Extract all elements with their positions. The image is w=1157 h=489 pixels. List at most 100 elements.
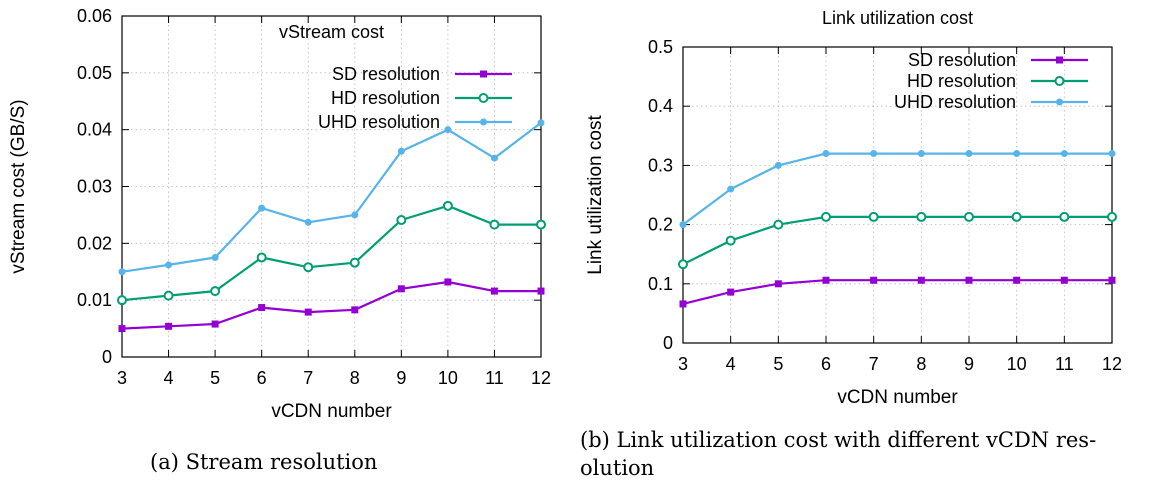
- y-tick-label: 0.04: [77, 120, 112, 140]
- series-line: [121, 204, 541, 302]
- data-point: [1108, 276, 1116, 284]
- data-point: [678, 259, 688, 270]
- data-point: [1059, 211, 1070, 222]
- data-point: [537, 119, 545, 127]
- data-point: [870, 150, 878, 158]
- data-point: [258, 204, 266, 212]
- data-point: [822, 276, 830, 284]
- x-tick-label: 7: [303, 368, 313, 388]
- data-point: [163, 290, 174, 301]
- data-point: [536, 219, 546, 230]
- data-point: [303, 262, 314, 273]
- data-point: [258, 304, 266, 312]
- x-tick-label: 10: [438, 368, 458, 388]
- data-point: [210, 286, 221, 297]
- data-point: [1054, 76, 1065, 86]
- data-point: [916, 211, 927, 222]
- data-point: [773, 219, 784, 230]
- data-point: [1013, 150, 1021, 158]
- data-point: [1107, 211, 1117, 222]
- legend-label: SD resolution: [332, 64, 440, 84]
- y-tick-label: 0.5: [648, 37, 673, 57]
- y-tick-label: 0.01: [77, 290, 112, 310]
- chart-title: vStream cost: [279, 22, 384, 42]
- data-point: [444, 126, 452, 134]
- data-point: [211, 254, 219, 262]
- data-point: [821, 211, 831, 222]
- data-point: [964, 211, 974, 222]
- x-tick-label: 6: [821, 354, 831, 374]
- data-point: [351, 211, 359, 219]
- x-tick-label: 12: [531, 368, 551, 388]
- x-axis-label: vCDN number: [837, 387, 958, 408]
- legend-label: SD resolution: [908, 50, 1016, 70]
- data-point: [917, 276, 925, 284]
- chart-title: Link utilization cost: [822, 8, 973, 28]
- x-tick-label: 9: [396, 368, 406, 388]
- data-point: [118, 325, 126, 333]
- data-point: [304, 218, 312, 226]
- data-point: [965, 150, 973, 158]
- data-point: [727, 288, 735, 296]
- data-point: [1108, 150, 1116, 158]
- data-point: [117, 295, 127, 306]
- data-point: [1060, 276, 1068, 284]
- chart-link-utilization: 3 4 5 6 7 8 9 10 11 12 0 0.1 0.2 0.3 0.4 0.5 Link utiliz…: [585, 8, 1122, 408]
- x-tick-label: 11: [485, 368, 504, 388]
- data-point: [165, 261, 173, 269]
- x-tick-label: 11: [1055, 354, 1074, 374]
- legend-label: UHD resolution: [894, 92, 1016, 112]
- series-line: [682, 152, 1112, 226]
- x-tick-label: 8: [916, 354, 926, 374]
- chart-stream-resolution: 3 4 5 6 7 8 9 10 11 12 0 0.01 0.02 0.03 0.04 0.05 0.06 vS…: [8, 6, 551, 422]
- data-point: [490, 154, 498, 162]
- legend-label: UHD resolution: [318, 112, 440, 132]
- x-axis-label: vCDN number: [271, 401, 392, 422]
- data-point: [165, 322, 173, 330]
- series-line: [121, 280, 541, 330]
- data-point: [351, 306, 359, 314]
- y-tick-label: 0.2: [648, 215, 673, 235]
- data-point: [442, 200, 453, 211]
- x-tick-label: 4: [726, 354, 736, 374]
- data-point: [822, 150, 830, 158]
- legend-label: HD resolution: [331, 88, 440, 108]
- data-point: [1056, 98, 1063, 106]
- caption-stream-resolution: (a) Stream resolution: [150, 450, 378, 474]
- data-point: [774, 161, 782, 169]
- y-axis-label: Link utilization cost: [585, 115, 606, 275]
- data-point: [1060, 150, 1068, 158]
- x-tick-label: 8: [350, 368, 360, 388]
- y-tick-label: 0.3: [648, 155, 673, 175]
- x-tick-label: 6: [257, 368, 267, 388]
- y-tick-label: 0.05: [77, 63, 112, 83]
- y-tick-label: 0.1: [648, 274, 673, 294]
- data-point: [679, 300, 687, 308]
- data-point: [868, 211, 879, 222]
- data-point: [444, 278, 452, 286]
- y-tick-label: 0: [663, 333, 673, 353]
- data-point: [118, 268, 126, 276]
- series-line: [121, 121, 542, 273]
- x-tick-label: 4: [164, 368, 174, 388]
- data-point: [725, 235, 736, 246]
- data-point: [480, 70, 487, 78]
- data-point: [397, 147, 405, 155]
- data-point: [480, 118, 487, 126]
- x-tick-label: 10: [1007, 354, 1027, 374]
- y-tick-label: 0.4: [648, 96, 673, 116]
- data-point: [1056, 56, 1063, 64]
- y-tick-label: 0: [102, 347, 112, 367]
- y-axis-label: vStream cost (GB/S): [8, 99, 29, 273]
- x-tick-label: 9: [964, 354, 974, 374]
- data-point: [1011, 211, 1022, 222]
- data-point: [397, 285, 405, 293]
- x-tick-label: 5: [773, 354, 783, 374]
- data-point: [917, 150, 925, 158]
- x-tick-label: 5: [210, 368, 220, 388]
- data-point: [349, 257, 360, 268]
- data-point: [256, 252, 267, 263]
- y-tick-label: 0.06: [77, 6, 112, 26]
- x-tick-label: 7: [869, 354, 879, 374]
- data-point: [679, 221, 687, 229]
